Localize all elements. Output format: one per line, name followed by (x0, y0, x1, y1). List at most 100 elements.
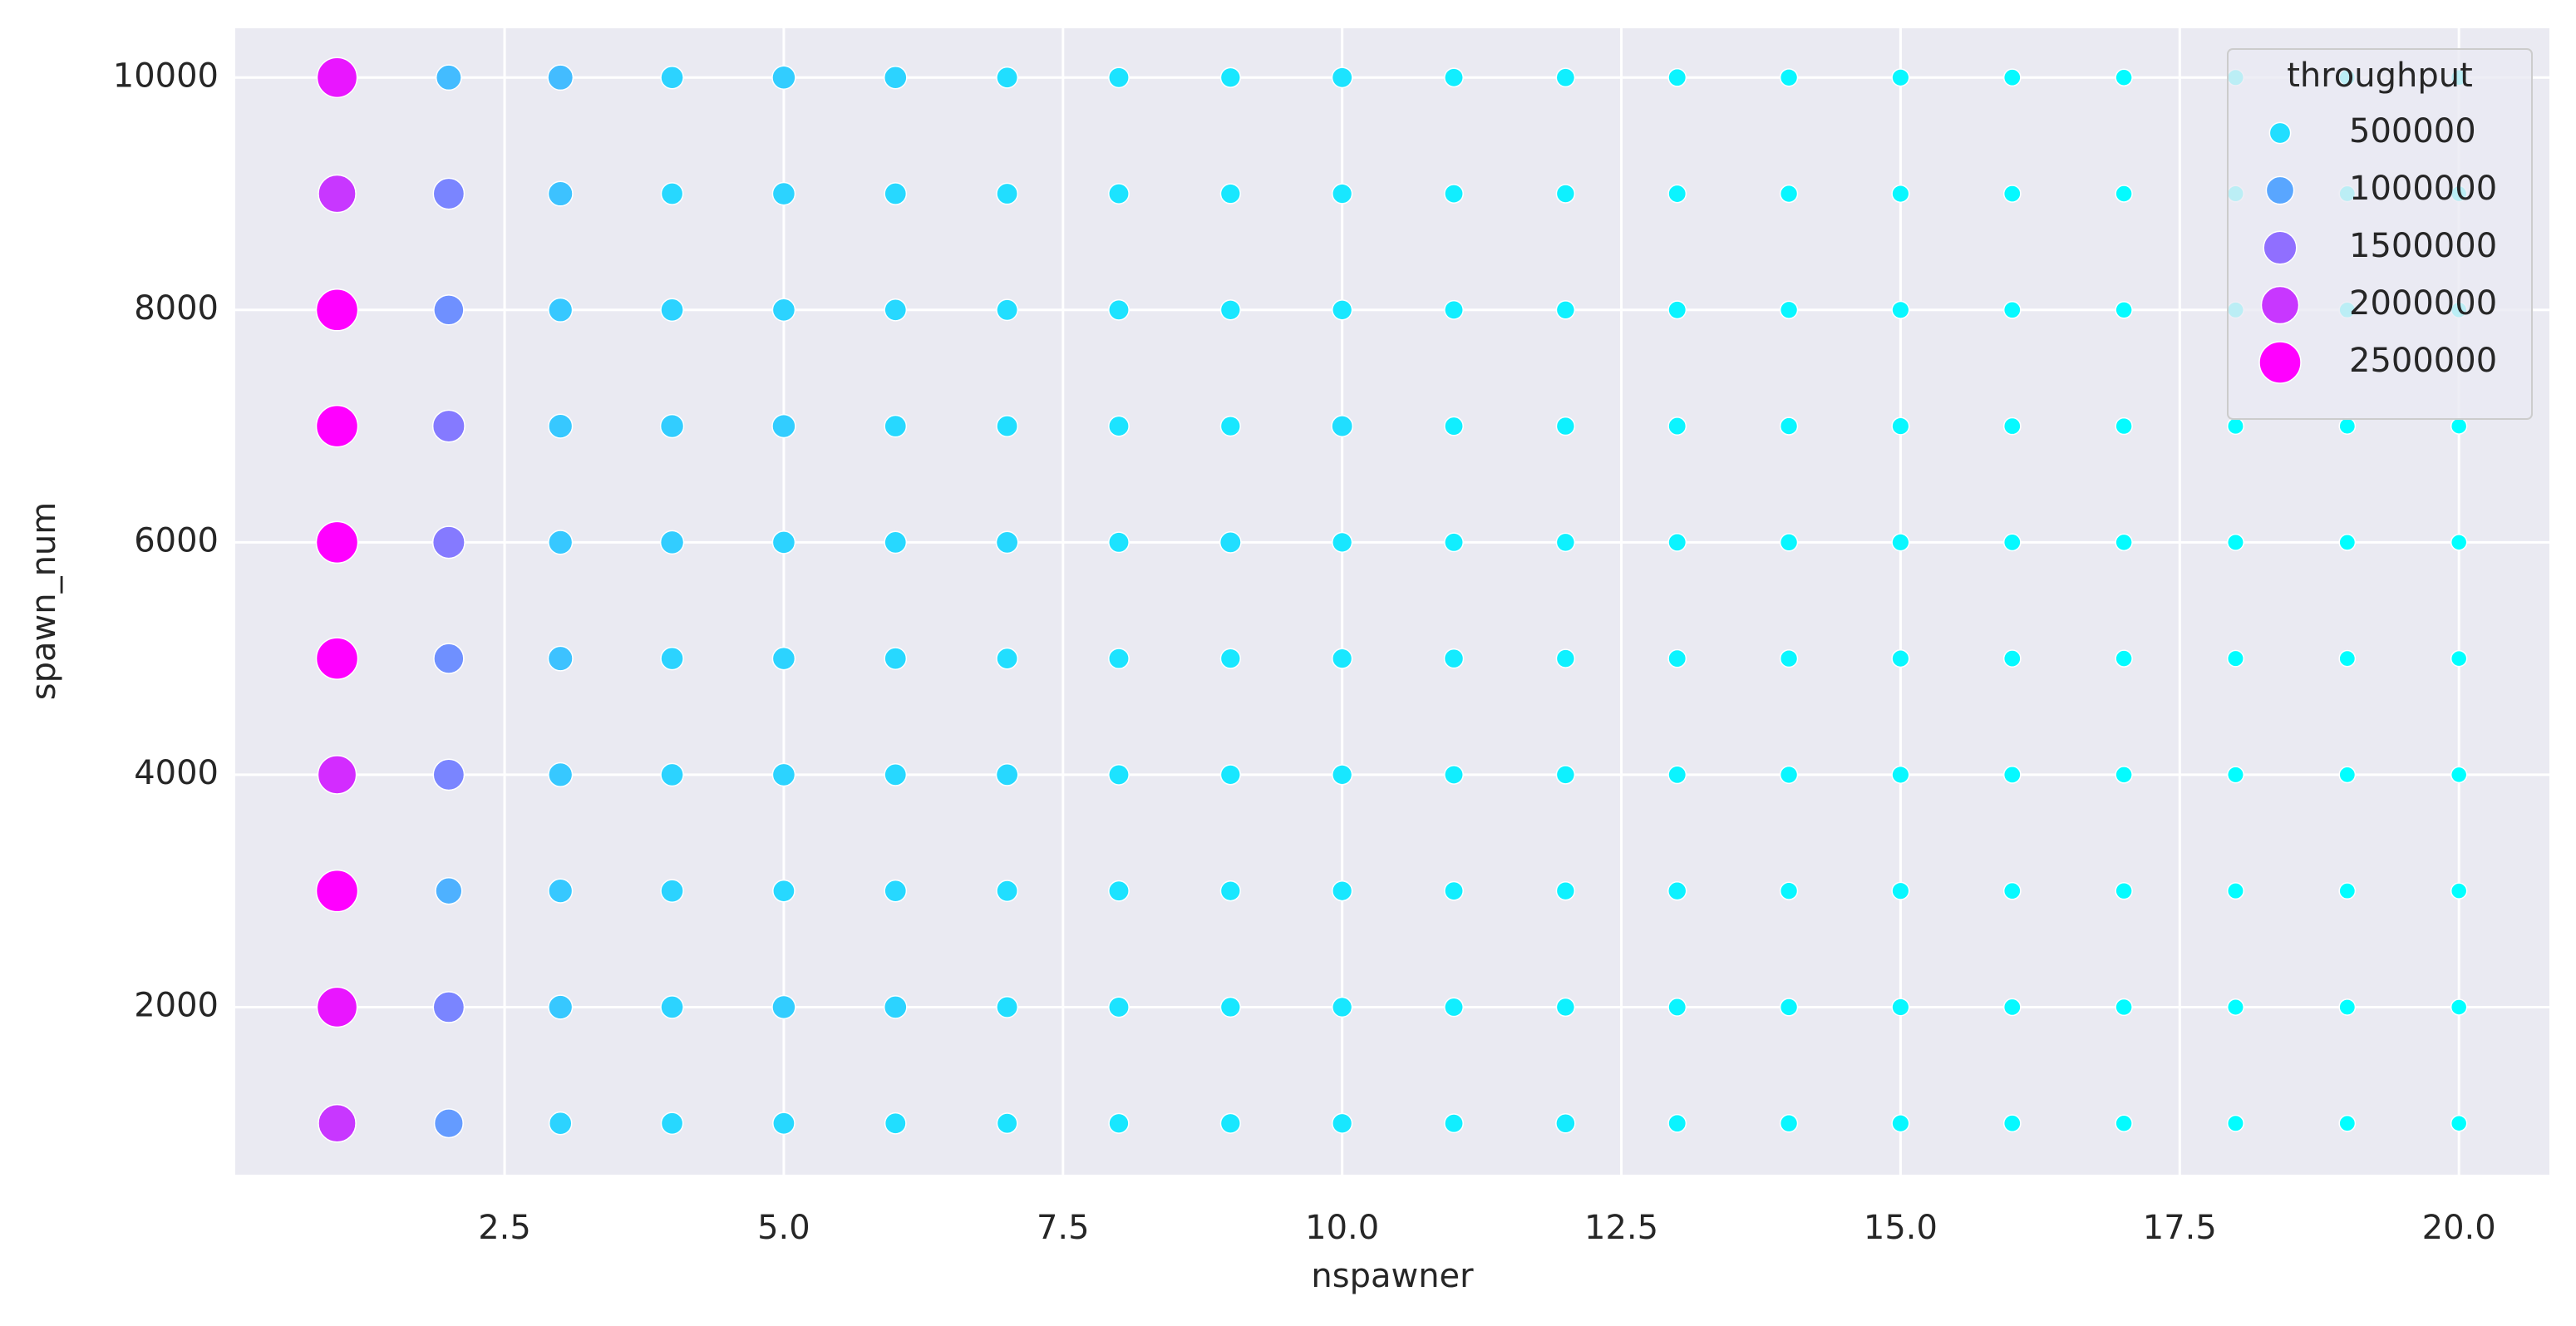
point (884, 530, 908, 555)
point (1219, 530, 1242, 554)
point (1219, 648, 1241, 669)
point (1444, 532, 1464, 553)
point (547, 64, 574, 91)
point (771, 646, 796, 671)
point (1332, 880, 1353, 902)
point (660, 879, 684, 903)
point (318, 174, 357, 214)
point (772, 879, 795, 903)
x-axis-label: nspawner (1311, 1257, 1474, 1295)
point (1444, 997, 1464, 1018)
point (1779, 648, 1799, 668)
point (1108, 415, 1130, 437)
point (884, 298, 908, 322)
point (435, 64, 462, 91)
point (2002, 68, 2022, 87)
point (2450, 649, 2468, 668)
point (660, 1112, 684, 1136)
point (2002, 998, 2022, 1017)
point (771, 413, 796, 439)
point (1779, 881, 1799, 900)
point (1331, 415, 1354, 437)
point (1108, 531, 1130, 554)
point (1891, 998, 1910, 1017)
legend-marker (2265, 175, 2295, 205)
x-tick-label: 15.0 (1864, 1209, 1938, 1247)
point (2450, 534, 2468, 551)
point (2338, 533, 2357, 551)
point (1443, 648, 1465, 669)
y-tick-label: 8000 (134, 289, 219, 328)
point (1667, 300, 1687, 320)
point (1108, 67, 1130, 89)
point (1667, 184, 1687, 204)
point (660, 995, 684, 1019)
point (1555, 648, 1576, 668)
point (996, 996, 1019, 1018)
point (1891, 1114, 1910, 1133)
legend-title: throughput (2287, 57, 2473, 95)
point (316, 986, 358, 1028)
point (660, 298, 684, 323)
point (2002, 1114, 2022, 1133)
point (1444, 299, 1464, 320)
point (2115, 766, 2133, 784)
point (660, 182, 684, 205)
point (1444, 764, 1464, 785)
point (548, 878, 574, 904)
point (433, 643, 465, 674)
point (315, 520, 359, 564)
point (2115, 1114, 2133, 1132)
point (996, 1112, 1018, 1135)
point (884, 1112, 907, 1135)
point (1108, 996, 1130, 1018)
point (1555, 416, 1576, 436)
point (1891, 300, 1910, 319)
point (660, 65, 684, 90)
point (432, 758, 465, 791)
point (1219, 764, 1241, 786)
legend-label: 1500000 (2349, 227, 2497, 265)
point (1331, 67, 1353, 89)
point (883, 995, 908, 1019)
point (1667, 1113, 1687, 1133)
point (547, 645, 574, 672)
point (1779, 998, 1799, 1017)
point (432, 991, 465, 1023)
point (2338, 766, 2357, 784)
point (1891, 649, 1910, 668)
point (884, 763, 908, 786)
point (884, 879, 908, 903)
point (1108, 648, 1130, 670)
point (2226, 766, 2244, 784)
point (2450, 882, 2468, 900)
point (1332, 531, 1353, 553)
point (2226, 1114, 2244, 1132)
point (884, 414, 908, 438)
point (660, 646, 684, 671)
point (1108, 298, 1130, 321)
point (2226, 533, 2244, 551)
point (2115, 301, 2133, 319)
point (1332, 299, 1353, 321)
point (548, 1111, 573, 1136)
point (548, 762, 574, 788)
point (548, 530, 574, 555)
point (1444, 1113, 1464, 1134)
x-tick-label: 7.5 (1037, 1209, 1090, 1247)
point (316, 57, 358, 99)
point (435, 877, 463, 905)
point (1667, 532, 1687, 552)
point (884, 182, 908, 205)
point (1779, 300, 1799, 319)
point (1219, 415, 1241, 437)
point (1219, 880, 1241, 902)
point (548, 413, 574, 439)
point (2115, 185, 2133, 203)
point (996, 182, 1019, 205)
point (1332, 1112, 1353, 1134)
point (1108, 183, 1130, 205)
point (660, 762, 684, 787)
y-tick-label: 6000 (134, 521, 219, 559)
